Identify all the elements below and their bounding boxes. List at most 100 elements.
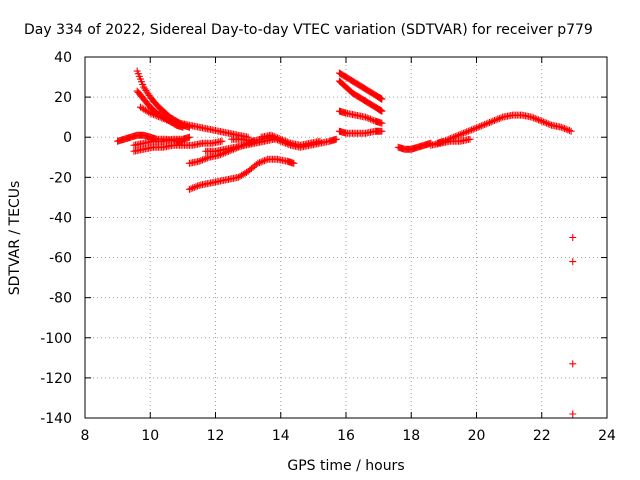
series-arc-e — [130, 137, 226, 155]
data-point — [282, 137, 290, 145]
plot-frame — [84, 56, 608, 419]
data-point — [473, 124, 480, 132]
x-tick-label: 22 — [533, 428, 551, 444]
data-point — [466, 127, 474, 135]
data-point — [546, 121, 554, 129]
data-point — [564, 126, 572, 134]
series-arc-m — [335, 77, 386, 115]
data-point — [218, 137, 226, 145]
series-outliers — [569, 234, 577, 418]
data-point — [458, 130, 466, 138]
data-point — [544, 120, 552, 128]
data-point — [269, 132, 277, 140]
y-tick-label: 40 — [54, 50, 72, 66]
data-point — [190, 183, 198, 191]
data-point — [469, 125, 477, 133]
data-point — [366, 115, 374, 123]
chart-title: Day 334 of 2022, Sidereal Day-to-day VTE… — [24, 22, 593, 38]
series-arc-o — [335, 127, 386, 137]
data-point — [495, 115, 503, 123]
data-point — [567, 127, 575, 135]
data-point — [487, 118, 495, 126]
data-point — [494, 115, 502, 123]
data-point — [159, 115, 167, 123]
series-arc-f — [130, 133, 193, 149]
data-point — [154, 112, 162, 120]
data-point — [565, 127, 573, 135]
x-tick-label: 24 — [598, 428, 616, 444]
data-point — [202, 155, 210, 163]
data-point — [156, 113, 164, 121]
data-point — [270, 133, 278, 141]
data-point — [378, 119, 386, 127]
data-point — [316, 137, 324, 145]
data-point — [259, 157, 267, 165]
data-point — [569, 234, 577, 241]
data-point — [482, 120, 490, 128]
series-arc-j — [228, 133, 340, 151]
data-point — [254, 159, 262, 167]
series-arc-p — [394, 139, 435, 153]
data-point — [195, 157, 203, 165]
data-point — [192, 183, 200, 191]
data-point — [569, 360, 577, 368]
data-point — [363, 114, 371, 122]
data-point — [531, 115, 539, 123]
x-tick-label: 14 — [272, 428, 290, 444]
axis-ticks: 8 10 12 14 16 18 20 22 24 -140 -120 -100 -80 -60 -40 -2… — [40, 50, 616, 444]
data-point — [260, 157, 268, 165]
data-point — [272, 133, 280, 141]
series-arc-k — [257, 131, 324, 149]
x-axis-label: GPS time / hours — [287, 458, 404, 474]
data-point — [158, 114, 166, 122]
y-tick-label: -20 — [49, 170, 72, 186]
data-point — [256, 159, 264, 167]
data-point — [187, 185, 195, 193]
y-tick-label: -40 — [49, 210, 72, 226]
data-point — [477, 122, 485, 130]
data-point — [492, 116, 500, 124]
y-tick-label: 20 — [54, 90, 72, 106]
x-tick-label: 18 — [402, 428, 420, 444]
y-tick-label: 0 — [63, 130, 72, 146]
data-point — [497, 114, 505, 122]
x-tick-label: 10 — [141, 428, 159, 444]
data-point — [280, 137, 288, 145]
data-point — [277, 135, 285, 143]
data-point — [151, 111, 159, 119]
data-point — [539, 118, 547, 126]
grid-lines — [85, 57, 607, 418]
x-tick-label: 12 — [207, 428, 225, 444]
x-tick-label: 20 — [468, 428, 486, 444]
series-arc-l — [335, 69, 386, 103]
data-point — [148, 110, 156, 118]
data-point — [569, 410, 577, 418]
data-point — [459, 129, 467, 137]
data-point — [200, 155, 208, 163]
data-point — [145, 108, 153, 116]
data-point — [194, 182, 202, 190]
data-point — [463, 128, 471, 136]
data-point — [455, 131, 463, 139]
data-point — [150, 110, 158, 118]
y-tick-label: -60 — [49, 251, 72, 267]
data-point — [490, 117, 498, 125]
data-point — [569, 258, 577, 266]
data-point — [262, 156, 270, 164]
data-point — [275, 135, 283, 143]
y-tick-label: -140 — [40, 411, 72, 427]
data-point — [528, 113, 536, 121]
data-point — [278, 136, 286, 144]
data-point — [146, 109, 154, 117]
data-point — [161, 115, 169, 123]
data-point — [378, 95, 386, 103]
data-point — [543, 119, 551, 127]
x-tick-label: 16 — [337, 428, 355, 444]
data-point — [461, 129, 469, 137]
data-point — [362, 113, 370, 121]
data-point — [538, 117, 546, 125]
data-point — [476, 123, 484, 131]
series-arc-n — [335, 107, 386, 127]
data-point — [203, 154, 211, 162]
